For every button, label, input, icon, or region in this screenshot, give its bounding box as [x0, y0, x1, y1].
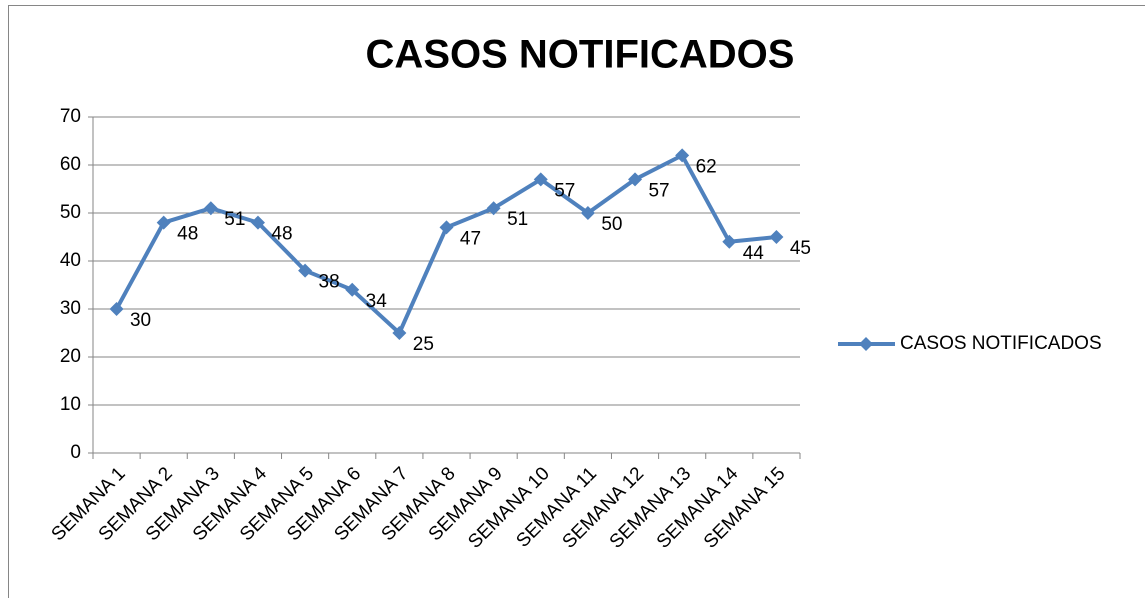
data-label: 57 [648, 180, 669, 201]
data-label: 38 [319, 272, 340, 293]
y-tick-label: 0 [70, 442, 81, 463]
data-label: 45 [790, 238, 811, 259]
y-tick-label: 40 [60, 250, 81, 271]
data-label: 50 [601, 214, 622, 235]
data-label: 30 [130, 310, 151, 331]
data-label: 51 [507, 209, 528, 230]
data-label: 48 [271, 224, 292, 245]
y-tick-label: 50 [60, 202, 81, 223]
y-tick-label: 20 [60, 346, 81, 367]
y-tick-label: 10 [60, 394, 81, 415]
y-tick-label: 30 [60, 298, 81, 319]
data-label: 57 [554, 180, 575, 201]
y-tick-label: 70 [60, 106, 81, 127]
data-label: 51 [224, 209, 245, 230]
data-label: 48 [177, 224, 198, 245]
data-label: 25 [413, 334, 434, 355]
data-label: 62 [696, 156, 717, 177]
data-label: 47 [460, 228, 481, 249]
data-label: 34 [366, 291, 388, 312]
data-label: 44 [743, 243, 765, 264]
y-tick-label: 60 [60, 154, 81, 175]
chart-title: CASOS NOTIFICADOS [366, 33, 795, 77]
legend-label: CASOS NOTIFICADOS [900, 333, 1102, 354]
